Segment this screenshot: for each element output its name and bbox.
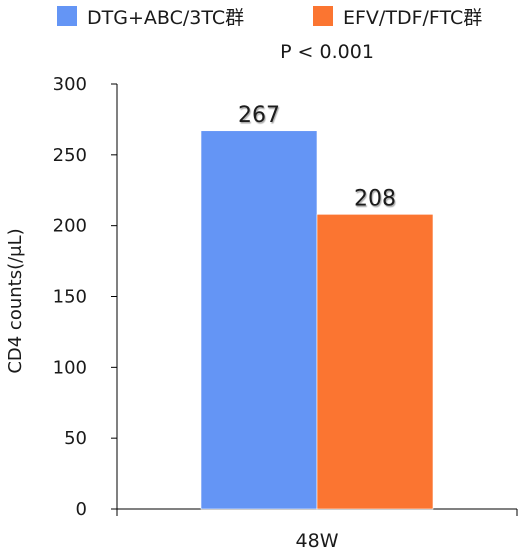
y-tick-label: 150 [53,287,87,308]
y-tick-label: 200 [53,216,87,237]
legend-item-series-1: DTG+ABC/3TC群 [57,3,244,29]
legend-label-series-2: EFV/TDF/FTC群 [343,6,483,29]
x-axis: 48W [116,508,518,552]
legend: DTG+ABC/3TC群 EFV/TDF/FTC群 [0,3,521,29]
legend-label-series-1: DTG+ABC/3TC群 [87,6,245,29]
y-tick-label: 0 [76,499,87,520]
x-tick-label: 48W [296,530,339,552]
legend-item-series-2: EFV/TDF/FTC群 [313,3,482,29]
y-axis-label: CD4 counts(/μL) [5,228,26,373]
legend-swatch-series-2 [313,6,333,26]
y-tick-label: 250 [53,145,87,166]
y-tick-label: 300 [53,74,87,95]
bars: 267 208 [200,103,434,510]
p-value-annotation: P < 0.001 [280,41,374,63]
data-label-0-1: 208 [354,186,396,211]
y-tick-label: 50 [64,428,87,449]
y-tick-label: 100 [53,357,87,378]
legend-swatch-series-1 [57,6,77,26]
y-axis: 0 50 100 150 200 250 300 [53,74,118,520]
bar-0-0 [200,130,318,510]
data-label-0-0: 267 [238,103,280,128]
bar-0-1 [316,214,434,510]
